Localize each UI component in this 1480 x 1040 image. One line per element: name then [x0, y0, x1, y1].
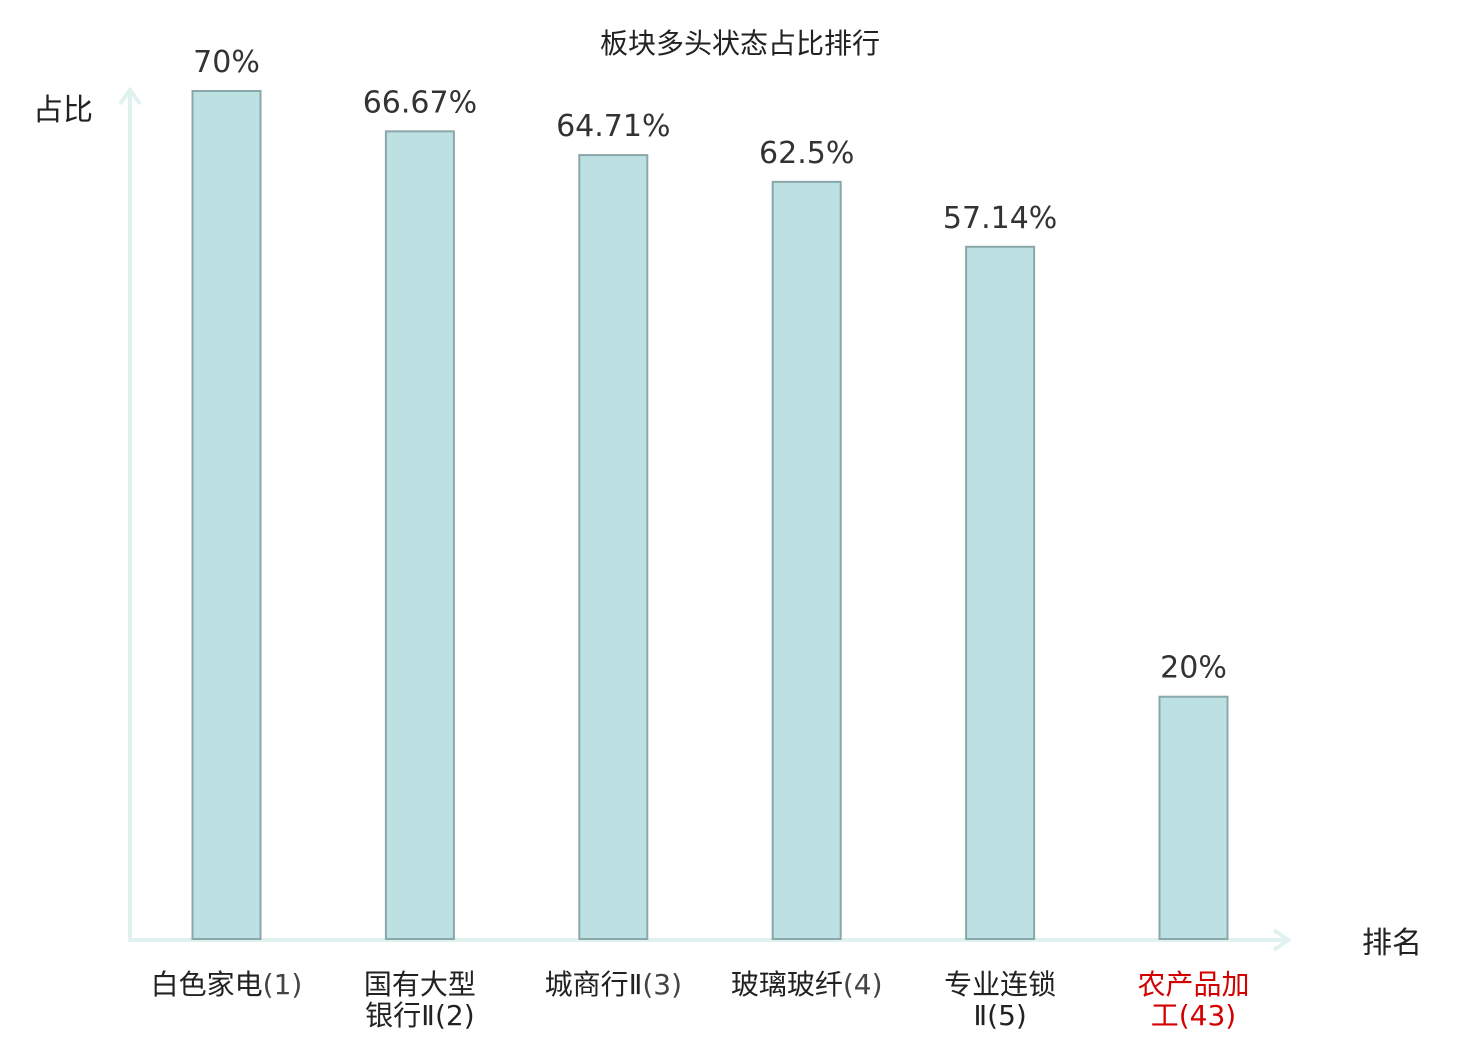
x-axis-title: 排名 — [1362, 926, 1422, 961]
y-axis-arrow — [118, 86, 142, 106]
value-label-5: 57.14% — [943, 201, 1057, 236]
bar-group: 70% 白色家电(1) 66.67% 国有大型银行Ⅱ(2) 64.71% 城商行Ⅱ(3) 6… — [151, 45, 1250, 1032]
value-label-1: 70% — [193, 45, 260, 80]
bar-2 — [384, 130, 455, 940]
category-label-4: 玻璃玻纤(4) — [731, 968, 883, 1001]
y-axis-title: 占比 — [33, 93, 93, 128]
bar-4 — [771, 180, 842, 941]
category-label-6: 农产品加工(43) — [1137, 968, 1249, 1032]
x-axis-arrow — [1272, 928, 1292, 952]
bar-3 — [578, 154, 649, 940]
category-label-2: 国有大型银行Ⅱ(2) — [364, 968, 476, 1032]
bar-5 — [965, 245, 1036, 940]
chart-title: 板块多头状态占比排行 — [600, 27, 880, 60]
category-label-1: 白色家电(1) — [151, 968, 303, 1001]
category-label-3: 城商行Ⅱ(3) — [545, 968, 682, 1001]
value-label-2: 66.67% — [363, 85, 477, 120]
value-label-6: 20% — [1160, 651, 1227, 686]
value-label-3: 64.71% — [556, 109, 670, 144]
bar-6 — [1158, 695, 1229, 941]
category-label-5: 专业连锁 Ⅱ(5) — [944, 968, 1056, 1032]
value-label-4: 62.5% — [759, 136, 854, 171]
bar-1 — [191, 90, 262, 940]
